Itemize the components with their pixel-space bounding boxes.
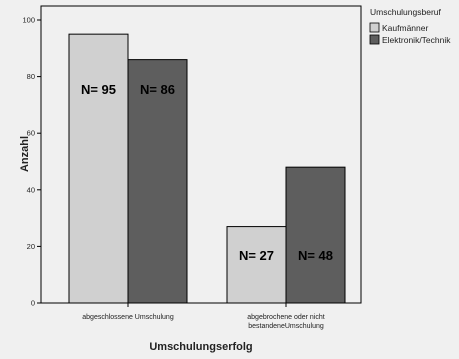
bar-label: N= 48 (298, 248, 333, 263)
legend-entry: Elektronik/Technik (382, 35, 451, 45)
y-tick-label: 40 (27, 185, 35, 194)
x-axis-title: Umschulungserfolg (149, 341, 252, 353)
y-tick-label: 100 (22, 16, 35, 25)
y-axis: 0 20 40 60 80 100 (22, 16, 41, 308)
bar-label: N= 86 (140, 82, 175, 97)
x-category-label: bestandeneUmschulung (248, 323, 324, 330)
bar (226, 226, 287, 304)
y-tick-label: 20 (27, 242, 35, 251)
legend-swatch (369, 22, 380, 33)
y-axis-title: Anzahl (19, 136, 31, 172)
bars (68, 33, 346, 304)
bar (285, 166, 346, 304)
bar-label: N= 27 (239, 248, 274, 263)
x-category-label: abgeschlossene Umschulung (82, 314, 174, 321)
legend-swatch (369, 34, 380, 45)
bar-label: N= 95 (81, 82, 116, 97)
y-tick-label: 0 (31, 299, 35, 308)
x-category-label: abgebrochene oder nicht (247, 314, 325, 321)
legend-entry: Kaufmänner (382, 23, 428, 33)
legend: Umschulungsberuf Kaufmänner Elektronik/Te… (369, 7, 451, 45)
bar (127, 59, 188, 304)
bar-labels: N= 95 N= 27 N= 86 N= 48 (81, 82, 333, 263)
legend-title: Umschulungsberuf (370, 7, 442, 17)
x-axis-categories: abgeschlossene Umschulung abgebrochene od… (82, 303, 325, 330)
y-tick-label: 60 (27, 129, 35, 138)
bar (68, 33, 129, 304)
y-tick-label: 80 (27, 72, 35, 81)
